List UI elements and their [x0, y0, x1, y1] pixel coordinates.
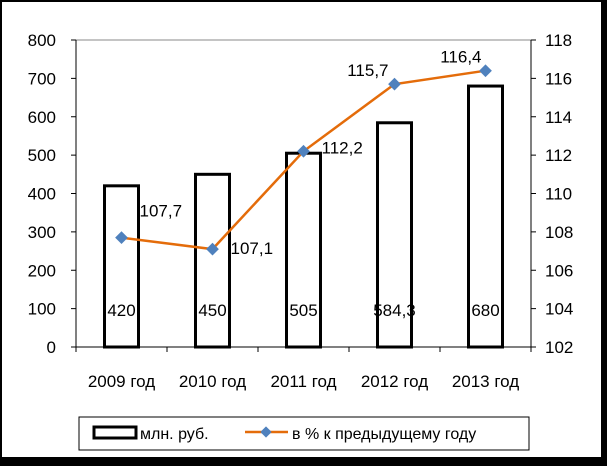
line-data-label: 116,4 [440, 48, 481, 67]
line-point [206, 242, 219, 256]
legend-bar-swatch [92, 425, 138, 440]
x-tick-label: 2010 год [179, 372, 246, 391]
y-right-tick-label: 112 [545, 146, 572, 165]
bar-data-label: 420 [107, 301, 135, 320]
bar-data-label: 680 [471, 301, 499, 320]
y-right-tick-label: 106 [545, 261, 573, 280]
x-tick-label: 2011 год [270, 372, 336, 391]
bar-data-label: 584,3 [373, 301, 416, 320]
line-point [479, 64, 492, 78]
line-data-label: 115,7 [347, 61, 388, 80]
line-point [297, 144, 310, 158]
x-tick-label: 2012 год [361, 372, 428, 391]
y-right-tick-label: 118 [545, 31, 572, 50]
y-left-tick-label: 800 [28, 31, 56, 50]
y-right-tick-label: 102 [545, 338, 573, 357]
legend-line-marker [260, 426, 272, 438]
y-right-tick-label: 110 [545, 185, 572, 204]
bar [194, 172, 231, 349]
bar [285, 151, 322, 349]
line-data-label: 112,2 [322, 138, 363, 157]
line-point [388, 77, 401, 91]
legend-bar-label: млн. руб. [140, 426, 209, 443]
line-data-label: 107,1 [231, 239, 274, 258]
y-left-tick-label: 200 [28, 261, 56, 280]
bar [376, 121, 413, 349]
legend [78, 416, 530, 451]
y-right-tick-label: 116 [545, 69, 572, 88]
y-right-tick-label: 114 [545, 108, 572, 127]
y-right-tick-label: 104 [545, 300, 573, 319]
y-right-tick-label: 108 [545, 223, 573, 242]
line-point [115, 231, 128, 244]
x-tick-label: 2013 год [452, 372, 519, 391]
line-data-label: 107,7 [140, 202, 183, 221]
y-left-tick-label: 600 [28, 108, 56, 127]
y-left-tick-label: 400 [28, 185, 56, 204]
y-left-tick-label: 500 [28, 146, 56, 165]
y-left-tick-label: 300 [28, 223, 56, 242]
bar-data-label: 505 [289, 301, 317, 320]
bar [467, 84, 504, 349]
x-tick-label: 2009 год [88, 372, 155, 391]
bar [103, 184, 140, 349]
y-left-tick-label: 700 [28, 69, 56, 88]
y-left-tick-label: 0 [47, 338, 56, 357]
bar-data-label: 450 [198, 301, 226, 320]
legend-line-label: в % к предыдущему году [292, 426, 476, 443]
y-left-tick-label: 100 [28, 300, 56, 319]
